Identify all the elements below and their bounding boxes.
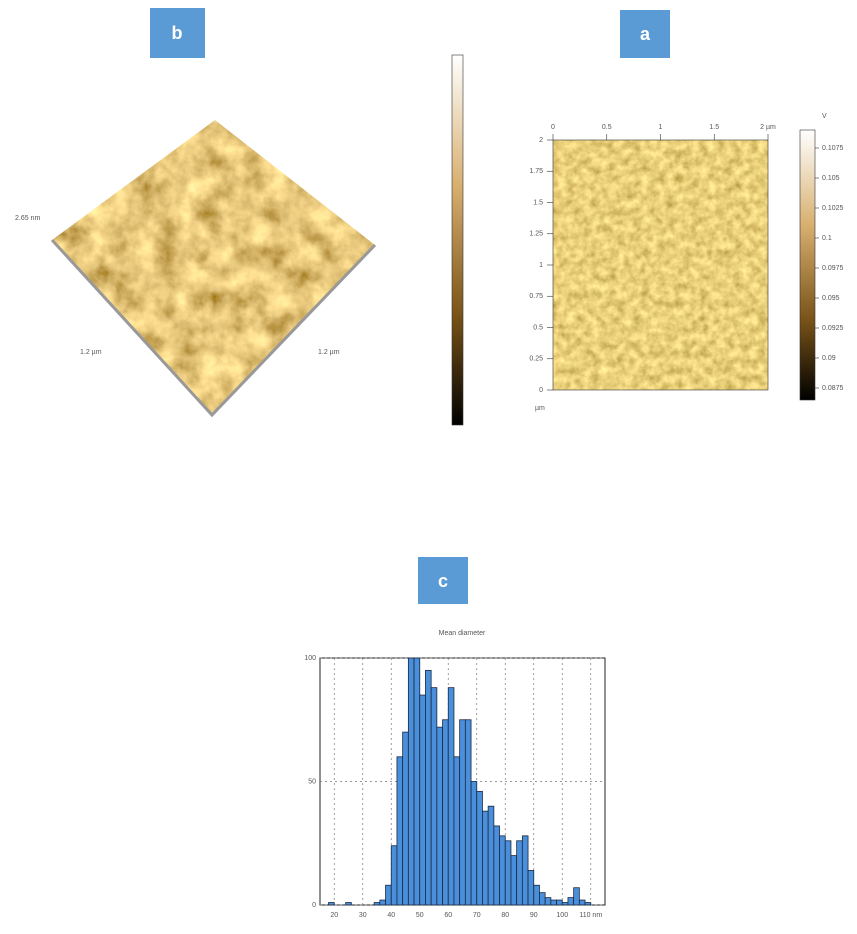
bar	[494, 826, 500, 905]
bar	[557, 900, 563, 905]
bar	[408, 658, 414, 905]
bar	[425, 670, 431, 905]
y-tick-label: 1.75	[529, 168, 543, 175]
y-tick-label: 1.25	[529, 231, 543, 238]
bar	[562, 903, 568, 905]
x-tick-label: 60	[444, 912, 452, 919]
y-tick-label: 100	[304, 655, 316, 662]
colorbar-tick-label: 0.09	[822, 355, 836, 362]
x-tick-label: 1	[659, 124, 663, 131]
bar	[551, 900, 557, 905]
bar	[420, 695, 426, 905]
y-tick-label: 0.5	[533, 324, 543, 331]
y-tick-label: 1.5	[533, 199, 543, 206]
bar	[574, 888, 580, 905]
bar	[431, 688, 437, 905]
colorbar-tick-label: 0.0875	[822, 385, 844, 392]
chart-title: Mean diameter	[439, 630, 486, 637]
x-tick-label: 2 µm	[760, 124, 776, 131]
colorbar-tick-label: 0.0925	[822, 325, 844, 332]
bar	[380, 900, 386, 905]
x-label: 1.2 µm	[80, 349, 102, 356]
bar	[517, 841, 523, 905]
bar	[488, 806, 494, 905]
bar	[414, 658, 420, 905]
bar	[460, 720, 466, 905]
bar	[522, 836, 528, 905]
colorbar-tick-label: 0.095	[822, 295, 840, 302]
bar	[448, 688, 454, 905]
bar	[482, 811, 488, 905]
colorbar-tick-label: 0.105	[822, 175, 840, 182]
bar	[511, 856, 517, 905]
bar	[471, 782, 477, 906]
colorbar-tick-label: 0.1	[822, 235, 832, 242]
bar	[528, 870, 534, 905]
height-colorbar	[452, 55, 463, 425]
colorbar-tick-label: 0.0975	[822, 265, 844, 272]
bar	[443, 720, 449, 905]
voltage-colorbar	[800, 130, 815, 400]
bar	[539, 893, 545, 905]
colorbar-tick-label: 0.1075	[822, 145, 844, 152]
figure: b a c 2.65 nm 1.2 µm 1.2 µm µm V Mean di…	[0, 0, 857, 929]
afm-3d-surface	[52, 120, 375, 415]
bar	[391, 846, 397, 905]
afm-2d-image	[553, 140, 768, 390]
bar	[346, 903, 352, 905]
panel-label: a	[640, 24, 651, 44]
x-tick-label: 50	[416, 912, 424, 919]
bar	[374, 903, 380, 905]
panel-label: b	[172, 23, 183, 43]
x-tick-label: 20	[330, 912, 338, 919]
x-tick-label: 1.5	[709, 124, 719, 131]
y-label: 1.2 µm	[318, 349, 340, 356]
y-tick-label: 0.75	[529, 293, 543, 300]
x-tick-label: 110 nm	[579, 912, 602, 919]
bar	[579, 900, 585, 905]
y-tick-label: 0	[312, 902, 316, 909]
x-tick-label: 40	[387, 912, 395, 919]
bar	[505, 841, 511, 905]
bar	[465, 720, 471, 905]
x-tick-label: 80	[501, 912, 509, 919]
bar	[386, 885, 392, 905]
bar	[437, 727, 443, 905]
colorbar-unit: V	[822, 113, 827, 120]
y-tick-label: 0.25	[529, 356, 543, 363]
x-tick-label: 0	[551, 124, 555, 131]
bar	[568, 898, 574, 905]
bar	[403, 732, 409, 905]
colorbar-tick-label: 0.1025	[822, 205, 844, 212]
x-tick-label: 100	[556, 912, 568, 919]
bar	[397, 757, 403, 905]
y-tick-label: 2	[539, 137, 543, 144]
y-unit: µm	[535, 405, 545, 412]
x-tick-label: 90	[530, 912, 538, 919]
bar	[500, 836, 506, 905]
y-tick-label: 1	[539, 262, 543, 269]
z-label: 2.65 nm	[15, 215, 40, 222]
y-tick-label: 0	[539, 387, 543, 394]
bar	[329, 903, 335, 905]
bar	[545, 898, 551, 905]
bar	[454, 757, 460, 905]
x-tick-label: 30	[359, 912, 367, 919]
x-tick-label: 0.5	[602, 124, 612, 131]
x-tick-label: 70	[473, 912, 481, 919]
y-tick-label: 50	[308, 778, 316, 785]
panel-label: c	[438, 571, 448, 591]
bar	[534, 885, 540, 905]
bar	[477, 791, 483, 905]
bar	[585, 903, 591, 905]
